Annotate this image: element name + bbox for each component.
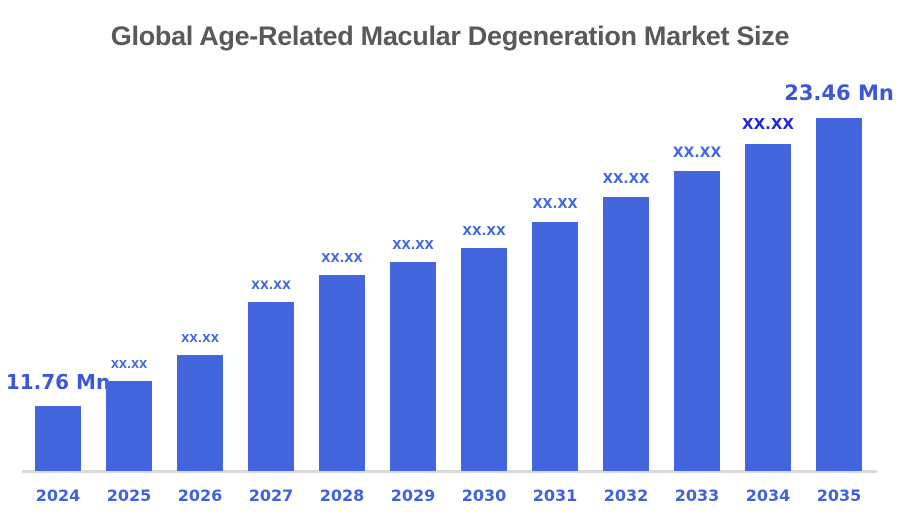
value-label-2024: 11.76 Mn [5, 370, 111, 394]
bar-2030 [461, 248, 507, 471]
value-label-2028: XX.XX [321, 251, 363, 265]
value-label-2025: XX.XX [110, 358, 148, 371]
bar-2027 [248, 302, 294, 471]
value-label-2031: XX.XX [532, 197, 578, 212]
x-axis-line [22, 470, 877, 473]
x-axis-label-2031: 2031 [532, 486, 578, 505]
chart-title: Global Age-Related Macular Degeneration … [110, 21, 790, 51]
x-axis-label-2024: 2024 [35, 486, 81, 505]
bar-2034 [745, 144, 791, 471]
value-label-2027: XX.XX [251, 277, 291, 292]
bar-2033 [674, 171, 720, 471]
bar-2029 [390, 262, 436, 471]
bar-2024 [35, 406, 81, 471]
x-axis-label-2027: 2027 [248, 486, 294, 505]
bar-2025 [106, 381, 152, 471]
value-label-2033: XX.XX [672, 145, 722, 161]
x-axis-label-2029: 2029 [390, 486, 436, 505]
bar-2035 [816, 118, 862, 471]
bar-2028 [319, 275, 365, 471]
value-label-2034: XX.XX [742, 115, 794, 133]
x-axis-label-2030: 2030 [461, 486, 507, 505]
x-axis-label-2028: 2028 [319, 486, 365, 505]
x-axis-label-2035: 2035 [816, 486, 862, 505]
x-axis-label-2033: 2033 [674, 486, 720, 505]
value-label-2030: XX.XX [462, 222, 506, 238]
x-axis-label-2034: 2034 [745, 486, 791, 505]
value-label-2029: XX.XX [392, 238, 434, 252]
value-label-2032: XX.XX [602, 170, 650, 187]
x-axis-label-2025: 2025 [106, 486, 152, 505]
value-label-2035: 23.46 Mn [784, 81, 894, 105]
bar-2032 [603, 197, 649, 471]
x-axis-label-2032: 2032 [603, 486, 649, 505]
bar-2031 [532, 222, 578, 471]
bar-2026 [177, 355, 223, 471]
value-label-2026: XX.XX [180, 332, 220, 345]
x-axis-label-2026: 2026 [177, 486, 223, 505]
